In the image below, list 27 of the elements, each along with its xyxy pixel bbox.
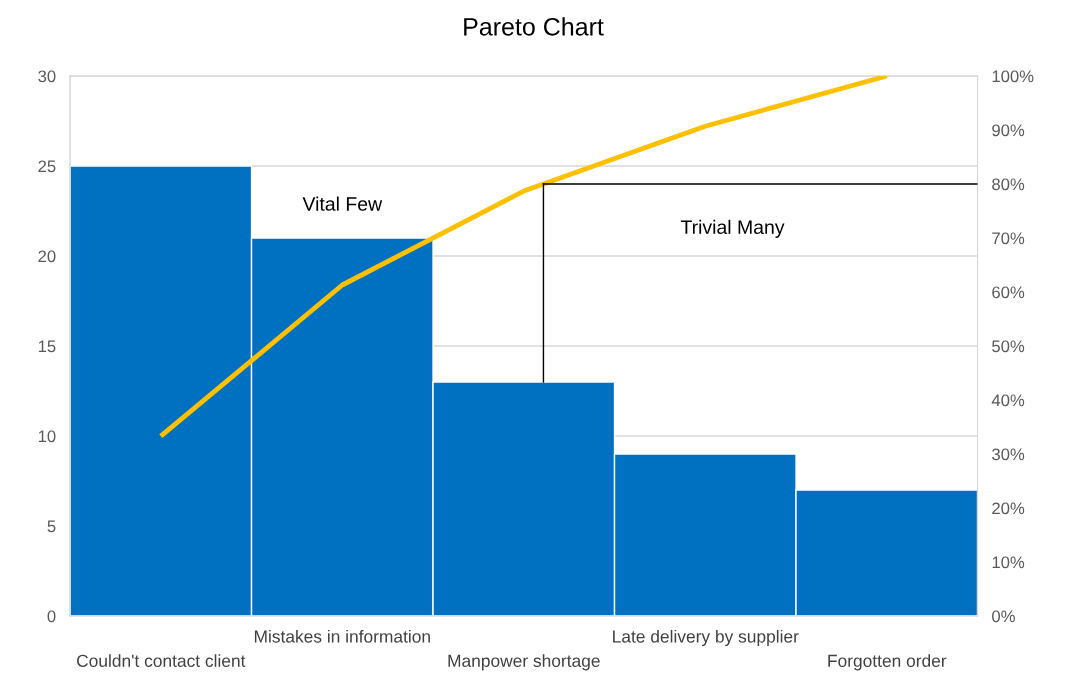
- y-tick-label: 15: [38, 340, 56, 353]
- x-tick-label: Manpower shortage: [448, 654, 600, 671]
- x-tick-label: Forgotten order: [828, 654, 947, 671]
- annotation: Vital Few: [302, 196, 383, 211]
- y2-tick-label: 60%: [992, 286, 1025, 299]
- y-tick-label: 20: [38, 250, 56, 263]
- y2-tick-label: 100%: [992, 70, 1034, 83]
- y-tick-label: 10: [38, 430, 56, 443]
- y2-tick-label: 50%: [992, 340, 1025, 353]
- y2-tick-label: 40%: [991, 394, 1025, 407]
- y-tick-label: 30: [38, 70, 56, 83]
- annotation: Trivial Many: [680, 219, 785, 238]
- y2-tick-label: 10%: [992, 556, 1025, 569]
- y2-tick-label: 30%: [992, 448, 1025, 461]
- y2-tick-label: 90%: [992, 124, 1025, 137]
- x-tick-label: Late delivery by supplier: [613, 629, 799, 647]
- y-tick-label: 25: [38, 160, 56, 173]
- chart-title: Pareto Chart: [464, 17, 604, 36]
- y2-tick-label: 80%: [992, 178, 1025, 191]
- x-tick-label: Mistakes in information: [254, 629, 430, 643]
- y2-tick-label: 20%: [992, 502, 1025, 515]
- x-tick-label: Couldn't contact client: [77, 654, 246, 667]
- y2-tick-label: 0%: [992, 610, 1015, 623]
- y-tick-label: 0: [47, 610, 56, 623]
- y-tick-label: 5: [47, 520, 56, 533]
- y2-tick-label: 70%: [992, 232, 1025, 245]
- line-series: [158, 76, 890, 439]
